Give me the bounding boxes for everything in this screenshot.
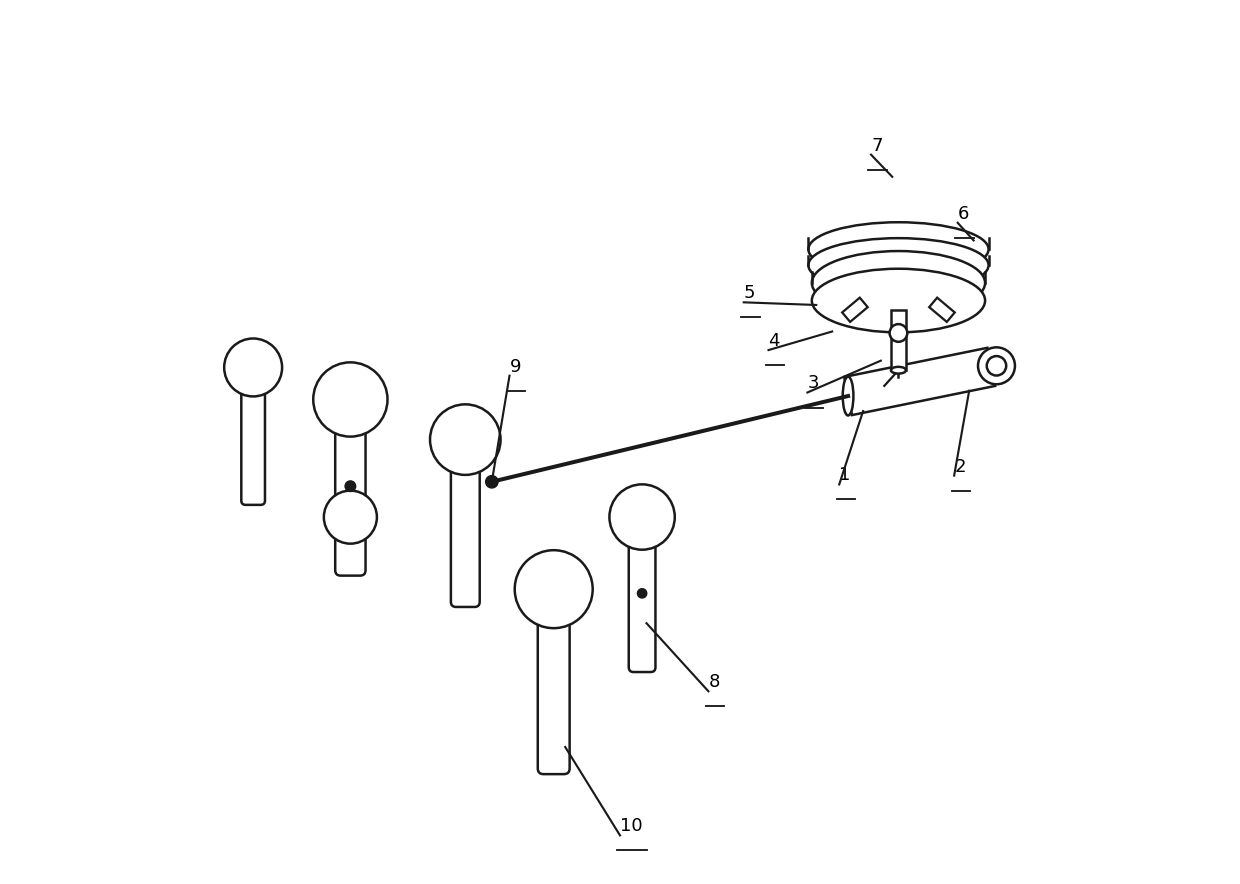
FancyBboxPatch shape — [629, 530, 656, 672]
Circle shape — [978, 347, 1016, 385]
Circle shape — [987, 356, 1006, 376]
Ellipse shape — [812, 251, 985, 315]
Ellipse shape — [808, 238, 988, 293]
Ellipse shape — [843, 377, 853, 415]
Circle shape — [486, 476, 498, 488]
Text: 8: 8 — [708, 674, 719, 691]
Text: 9: 9 — [510, 358, 521, 376]
Ellipse shape — [808, 222, 988, 277]
Circle shape — [609, 484, 675, 550]
FancyBboxPatch shape — [538, 605, 569, 774]
Ellipse shape — [812, 269, 985, 332]
Circle shape — [345, 481, 356, 492]
Text: 7: 7 — [870, 137, 883, 155]
Text: 1: 1 — [839, 467, 851, 484]
Circle shape — [224, 339, 281, 396]
Circle shape — [314, 362, 388, 437]
Bar — [892, 310, 906, 370]
Bar — [929, 298, 955, 322]
Circle shape — [430, 404, 501, 475]
Circle shape — [889, 324, 908, 342]
FancyBboxPatch shape — [451, 453, 480, 607]
Circle shape — [515, 550, 593, 629]
Circle shape — [324, 491, 377, 544]
Text: 3: 3 — [807, 375, 818, 392]
Ellipse shape — [892, 367, 906, 374]
FancyBboxPatch shape — [242, 379, 265, 505]
Text: 10: 10 — [620, 818, 642, 835]
Text: 6: 6 — [957, 205, 970, 223]
Bar — [842, 298, 868, 322]
Circle shape — [637, 589, 647, 598]
Text: 2: 2 — [954, 458, 966, 476]
Text: 4: 4 — [769, 332, 780, 350]
Polygon shape — [844, 347, 996, 415]
FancyBboxPatch shape — [335, 415, 366, 575]
Text: 5: 5 — [744, 285, 755, 302]
